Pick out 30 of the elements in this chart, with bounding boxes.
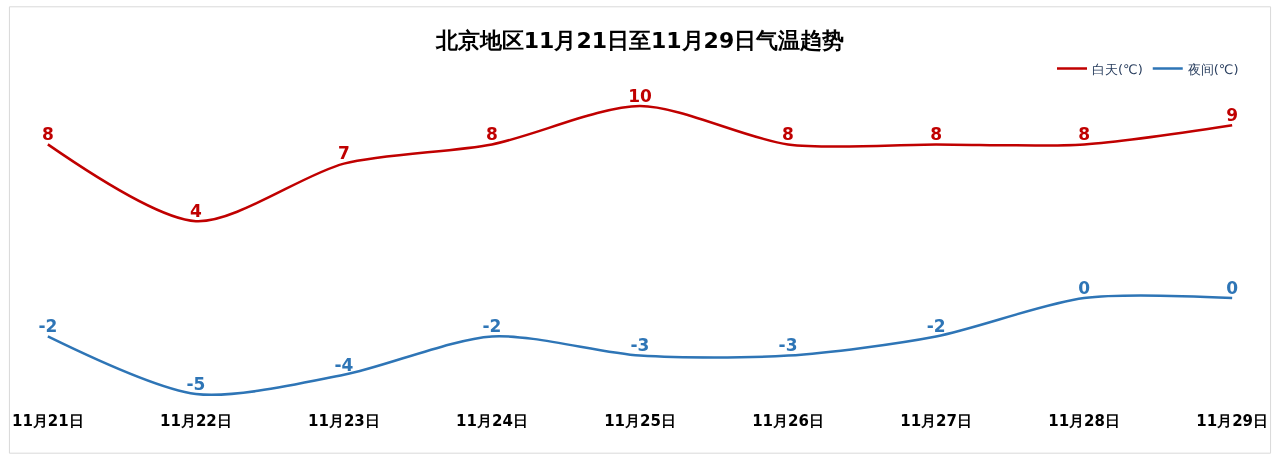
x-tick-label: 11月22日 [160, 412, 232, 430]
x-tick-label: 11月21日 [11, 412, 84, 430]
data-label: 8 [1078, 124, 1091, 145]
x-tick-label: 11月26日 [752, 412, 824, 430]
x-tick-label: 11月29日 [1196, 412, 1269, 430]
legend-label: 夜间(℃) [1187, 61, 1239, 77]
chart-title: 北京地区11月21日至11月29日气温趋势 [434, 27, 845, 53]
x-tick-label: 11月23日 [308, 412, 380, 430]
data-label: 9 [1226, 104, 1239, 125]
data-label: 7 [338, 143, 350, 164]
data-label: -2 [926, 316, 946, 337]
data-label: 8 [782, 124, 794, 145]
data-label: 0 [1078, 277, 1091, 298]
data-label: 4 [189, 200, 202, 221]
data-label: -2 [38, 316, 58, 337]
data-label: 10 [628, 85, 652, 106]
x-tick-label: 11月25日 [604, 412, 676, 430]
data-label: 8 [486, 124, 498, 145]
data-label: -3 [778, 335, 798, 356]
legend-label: 白天(℃) [1092, 61, 1143, 77]
data-label: -4 [334, 354, 354, 375]
data-label: -3 [630, 335, 650, 356]
data-label: -2 [482, 316, 502, 337]
data-label: 8 [930, 124, 942, 145]
x-tick-label: 11月24日 [456, 412, 528, 430]
x-tick-label: 11月28日 [1048, 412, 1120, 430]
data-label: 0 [1226, 277, 1239, 298]
data-label: 8 [41, 124, 54, 145]
x-tick-label: 11月27日 [900, 412, 972, 430]
data-label: -5 [186, 373, 206, 394]
